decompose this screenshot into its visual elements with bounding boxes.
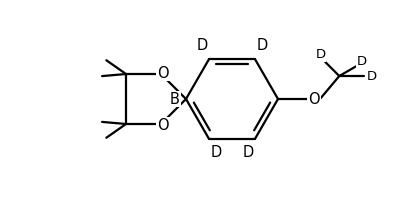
Text: D: D — [356, 55, 367, 67]
Text: D: D — [367, 69, 377, 83]
Text: O: O — [308, 92, 320, 106]
Text: D: D — [242, 145, 254, 160]
Text: D: D — [196, 38, 208, 53]
Text: O: O — [157, 117, 169, 133]
Text: B: B — [170, 92, 180, 106]
Text: O: O — [157, 65, 169, 81]
Text: D: D — [210, 145, 222, 160]
Text: D: D — [316, 48, 326, 61]
Text: D: D — [256, 38, 268, 53]
